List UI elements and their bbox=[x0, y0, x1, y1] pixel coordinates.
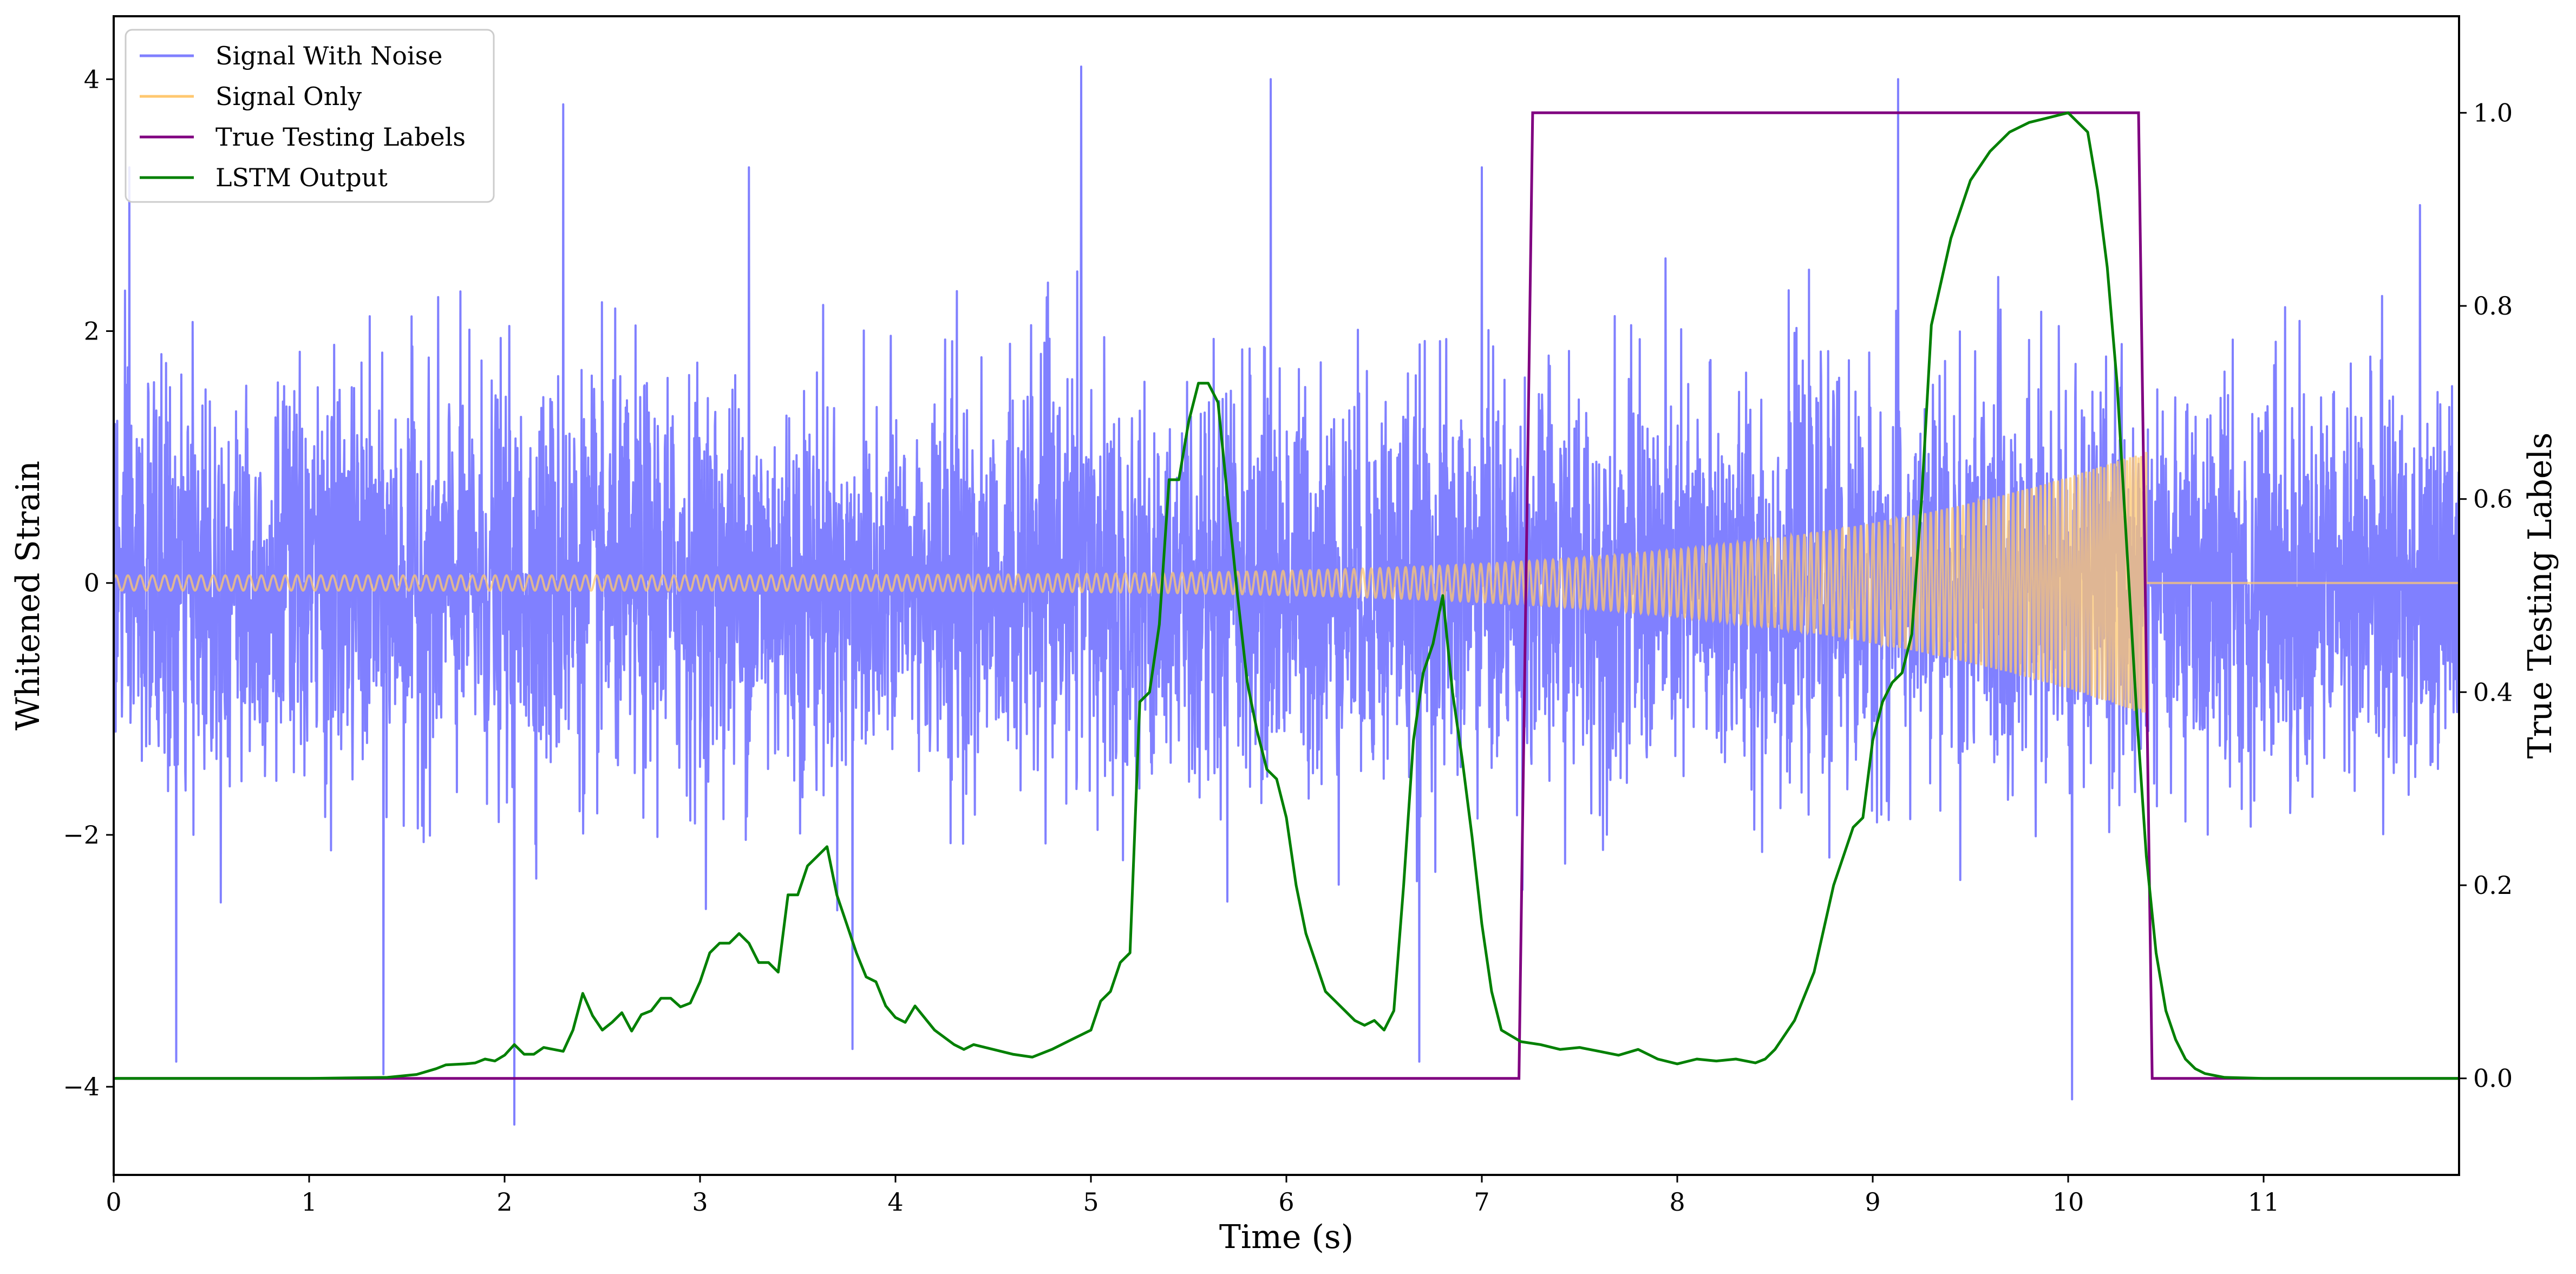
x-tick-label: 3 bbox=[692, 1187, 708, 1217]
y-tick-label: −4 bbox=[63, 1072, 100, 1101]
x-axis-title: Time (s) bbox=[1219, 1218, 1354, 1256]
x-tick-label: 0 bbox=[106, 1187, 121, 1217]
legend-label-signal-with-noise: Signal With Noise bbox=[215, 41, 442, 70]
x-tick-label: 11 bbox=[2248, 1187, 2280, 1217]
x-axis: 0 1 2 3 4 5 6 7 8 9 10 11 bbox=[106, 1175, 2279, 1217]
signal-only-line bbox=[114, 452, 2459, 713]
x-tick-label: 7 bbox=[1474, 1187, 1489, 1217]
x-tick-label: 8 bbox=[1669, 1187, 1685, 1217]
legend: Signal With Noise Signal Only True Testi… bbox=[125, 29, 495, 203]
signal-only-series bbox=[114, 452, 2459, 713]
y2-tick-label: 0.0 bbox=[2473, 1064, 2513, 1093]
y2-tick-label: 0.6 bbox=[2473, 485, 2513, 514]
legend-label-signal-only: Signal Only bbox=[215, 82, 362, 111]
legend-label-true-testing-labels: True Testing Labels bbox=[215, 122, 466, 152]
y-axis-title: Whitened Strain bbox=[9, 461, 47, 730]
y-tick-label: −2 bbox=[63, 820, 100, 850]
signal-with-noise-line bbox=[114, 66, 2459, 1126]
y-axis-right: 0.0 0.2 0.4 0.6 0.8 1.0 bbox=[2459, 98, 2513, 1093]
legend-label-lstm-output: LSTM Output bbox=[215, 163, 388, 192]
x-tick-label: 1 bbox=[301, 1187, 317, 1217]
y2-axis-title: True Testing Labels bbox=[2521, 433, 2559, 759]
y-tick-label: 2 bbox=[84, 317, 100, 346]
y2-tick-label: 0.4 bbox=[2473, 677, 2513, 707]
signal-with-noise-series bbox=[114, 66, 2459, 1126]
x-tick-label: 6 bbox=[1278, 1187, 1294, 1217]
lstm-output-series bbox=[114, 111, 2459, 1080]
y-axis-left: −4 −2 0 2 4 bbox=[63, 64, 114, 1101]
legend-box bbox=[125, 29, 495, 203]
x-tick-label: 2 bbox=[496, 1187, 512, 1217]
y2-tick-label: 0.8 bbox=[2473, 291, 2513, 321]
y2-tick-label: 1.0 bbox=[2473, 98, 2513, 127]
x-tick-label: 10 bbox=[2052, 1187, 2084, 1217]
y-tick-label: 4 bbox=[84, 64, 100, 94]
x-tick-label: 9 bbox=[1865, 1187, 1880, 1217]
y2-tick-label: 0.2 bbox=[2473, 871, 2513, 900]
y-tick-label: 0 bbox=[84, 569, 100, 598]
true-testing-labels-line bbox=[114, 111, 2459, 1080]
lstm-output-line bbox=[114, 111, 2459, 1080]
true-testing-labels-series bbox=[114, 111, 2459, 1080]
x-tick-label: 4 bbox=[887, 1187, 903, 1217]
x-tick-label: 5 bbox=[1083, 1187, 1099, 1217]
